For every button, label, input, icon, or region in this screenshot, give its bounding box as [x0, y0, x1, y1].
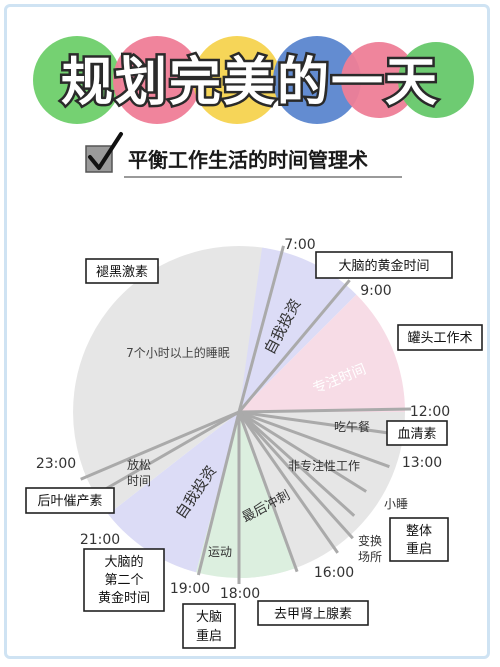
time-2300: 23:00: [36, 456, 76, 472]
label-relax-2: 时间: [127, 474, 151, 488]
callout-brain-reboot-box: [182, 603, 236, 649]
callout-serotonin: 血清素: [397, 427, 436, 442]
subtitle-row: 平衡工作生活的时间管理术: [85, 132, 402, 178]
label-nap: 小睡: [384, 497, 408, 511]
callout-melatonin-box: [85, 258, 159, 284]
time-ray: [237, 279, 351, 413]
label-sleep: 7个小时以上的睡眠: [126, 345, 230, 360]
time-ray: [80, 410, 240, 481]
title-circle-green: [33, 36, 121, 124]
segment-self-investment-evening: [108, 412, 239, 573]
title-circle-pink-2: [341, 42, 417, 118]
segment-relax-time: [83, 412, 239, 515]
title-circles: [33, 36, 474, 124]
callout-second-golden-3: 黄金时间: [98, 590, 150, 606]
callout-brain-reboot-1: 大脑: [196, 610, 222, 625]
time-ray: [237, 410, 356, 517]
callout-second-golden-1: 大脑的: [104, 554, 143, 570]
time-0700: 7:00: [284, 237, 315, 253]
callout-reboot-1: 整体: [406, 524, 432, 539]
label-relax-1: 放松: [127, 457, 151, 472]
time-1800: 18:00: [220, 586, 260, 602]
title-circle-yellow: [193, 36, 281, 124]
callout-boxes: [25, 251, 483, 649]
time-1900: 19:00: [170, 581, 210, 597]
time-ray: [238, 410, 410, 438]
callout-reboot-2: 重启: [406, 541, 432, 557]
time-ray: [238, 410, 367, 493]
title-circle-pink: [113, 36, 201, 124]
checkmark-icon: [88, 132, 123, 170]
day-clock-pie: [73, 245, 412, 584]
callout-pomodoro: 罐头工作术: [407, 331, 472, 346]
time-1200: 12:00: [410, 404, 450, 420]
time-1600: 16:00: [314, 565, 354, 581]
segment-sleep: [73, 245, 268, 480]
page-title: 规划完美的一天: [61, 53, 439, 113]
callout-texts: 褪黑激素 大脑的黄金时间 罐头工作术 血清素 整体 重启 去甲肾上腺素 大脑 重…: [37, 258, 472, 644]
time-ray: [237, 245, 285, 413]
time-rays: [80, 245, 412, 584]
callout-second-golden-2: 第二个: [104, 573, 143, 588]
callout-melatonin: 褪黑激素: [96, 265, 148, 280]
title-circle-blue: [273, 36, 361, 124]
callout-golden-time: 大脑的黄金时间: [338, 258, 429, 274]
callout-pomodoro-box: [397, 324, 483, 351]
time-ray: [237, 411, 299, 573]
subtitle: 平衡工作生活的时间管理术: [128, 148, 368, 172]
title-circle-green-2: [398, 42, 474, 118]
time-ray: [89, 410, 240, 500]
time-ray: [238, 407, 412, 414]
label-nonfocus-work: 非专注性工作: [288, 458, 360, 473]
time-labels: 7:00 9:00 12:00 13:00 16:00 18:00 19:00 …: [36, 237, 450, 602]
time-ray: [237, 411, 339, 554]
time-ray: [196, 411, 241, 576]
callout-second-golden-box: [83, 548, 165, 612]
label-exercise: 运动: [208, 545, 232, 559]
time-ray: [237, 410, 354, 540]
time-1300: 13:00: [402, 455, 442, 471]
callout-golden-time-box: [315, 251, 453, 279]
segment-self-investment-morning: [239, 247, 357, 412]
callout-adrenaline-box: [257, 600, 369, 626]
time-2100: 21:00: [80, 532, 120, 548]
label-change-place-2: 场所: [358, 550, 382, 564]
segment-focus-time: [239, 294, 405, 412]
callout-brain-reboot-2: 重启: [196, 628, 222, 644]
callout-serotonin-box: [386, 420, 448, 446]
callout-adrenaline: 去甲肾上腺素: [274, 607, 352, 622]
callout-growth: 后叶催产素: [37, 494, 102, 509]
callout-growth-box: [25, 487, 115, 514]
segment-final-sprint: [196, 412, 296, 578]
callout-reboot-box: [389, 517, 449, 562]
label-lunch: 吃午餐: [334, 419, 370, 434]
time-ray: [238, 410, 390, 469]
time-0900: 9:00: [360, 283, 391, 299]
label-change-place-1: 变换: [358, 533, 382, 548]
